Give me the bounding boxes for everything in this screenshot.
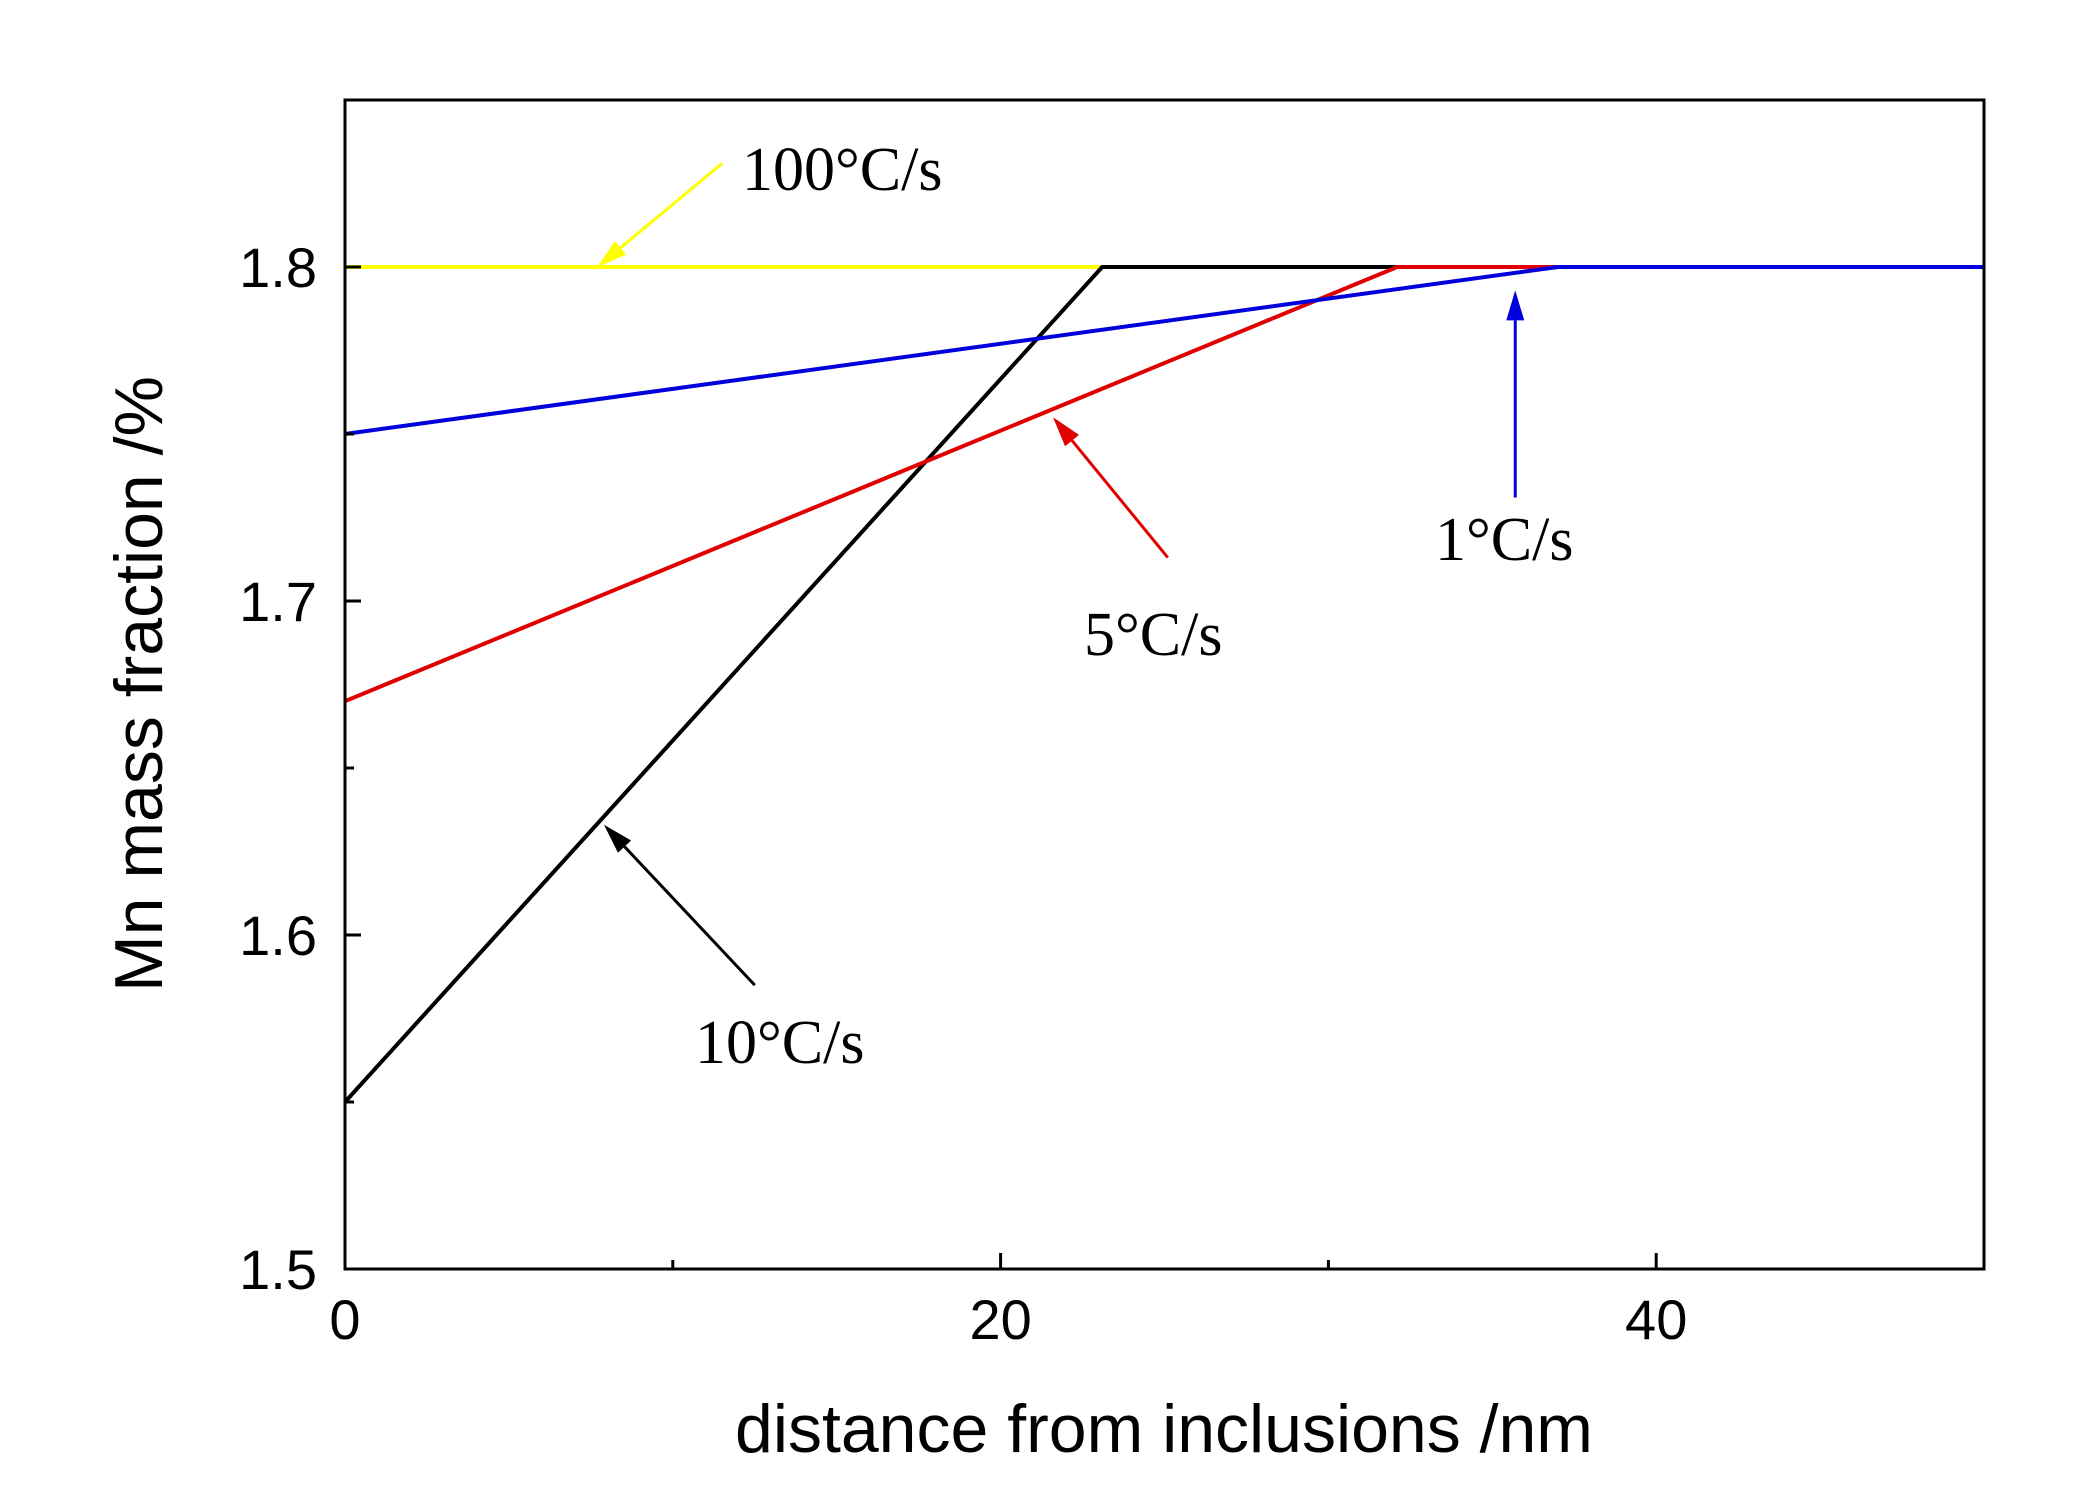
x-tick-label-1: 20	[969, 1288, 1031, 1351]
x-axis-title: distance from inclusions /nm	[735, 1391, 1593, 1467]
annotation-label-100: 100°C/s	[742, 136, 943, 204]
annotation-arrows	[597, 162, 1525, 987]
y-tick-label-0: 1.5	[239, 1238, 317, 1301]
annotation-label-1: 1°C/s	[1435, 506, 1574, 574]
annotation-arrow-head-2	[1053, 417, 1080, 447]
series-line-3	[344, 265, 1984, 436]
y-tick-label-2: 1.7	[239, 570, 317, 633]
annotation-arrow-head-1	[603, 824, 632, 853]
annotation-arrow-head-3	[1506, 290, 1525, 321]
y-axis-title: Mn mass fraction /%	[101, 376, 177, 992]
y-tick-label-3: 1.8	[239, 236, 317, 299]
annotation-arrow-head-0	[597, 240, 627, 267]
annotation-label-5: 5°C/s	[1084, 601, 1223, 669]
y-tick-label-1: 1.6	[239, 904, 317, 967]
axis-ticks: 0 20 40 1.5 1.6 1.7 1.8	[239, 236, 1687, 1351]
plot-frame	[343, 98, 1986, 1271]
x-tick-label-0: 0	[329, 1288, 360, 1351]
series-layer	[343, 265, 1984, 1104]
annotation-arrow-line-1	[623, 845, 756, 987]
annotation-label-10: 10°C/s	[695, 1009, 865, 1077]
annotation-arrow-line-2	[1070, 439, 1169, 559]
x-tick-label-2: 40	[1625, 1288, 1687, 1351]
annotation-arrow-line-0	[619, 162, 723, 249]
series-line-1	[343, 265, 1984, 1104]
